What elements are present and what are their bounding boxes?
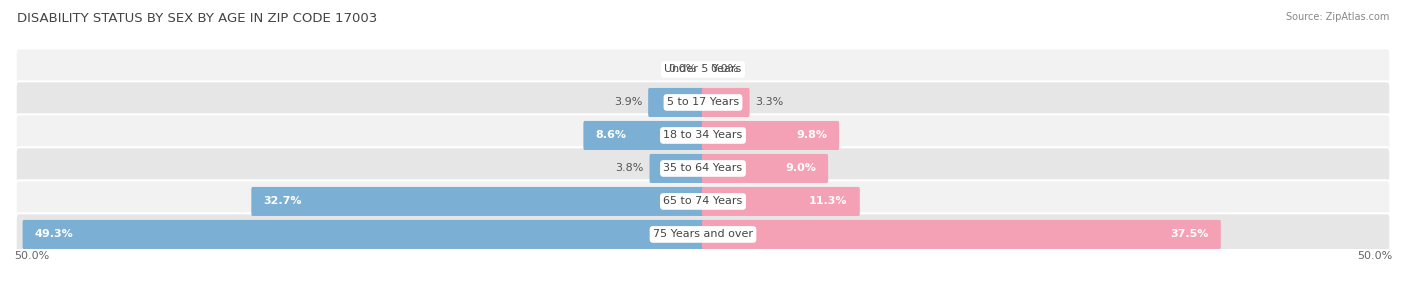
Text: Source: ZipAtlas.com: Source: ZipAtlas.com [1285, 12, 1389, 22]
FancyBboxPatch shape [252, 187, 704, 216]
Text: 9.8%: 9.8% [796, 130, 827, 140]
FancyBboxPatch shape [22, 220, 704, 249]
FancyBboxPatch shape [15, 147, 1391, 190]
Text: 3.8%: 3.8% [616, 164, 644, 174]
FancyBboxPatch shape [648, 88, 704, 117]
Text: DISABILITY STATUS BY SEX BY AGE IN ZIP CODE 17003: DISABILITY STATUS BY SEX BY AGE IN ZIP C… [17, 12, 377, 25]
Text: 49.3%: 49.3% [35, 230, 73, 240]
FancyBboxPatch shape [583, 121, 704, 150]
Text: 3.9%: 3.9% [614, 98, 643, 108]
Text: 75 Years and over: 75 Years and over [652, 230, 754, 240]
Text: 9.0%: 9.0% [785, 164, 815, 174]
Text: 18 to 34 Years: 18 to 34 Years [664, 130, 742, 140]
Text: 50.0%: 50.0% [1357, 251, 1392, 261]
FancyBboxPatch shape [15, 180, 1391, 223]
Text: 11.3%: 11.3% [810, 196, 848, 206]
Text: 65 to 74 Years: 65 to 74 Years [664, 196, 742, 206]
FancyBboxPatch shape [650, 154, 704, 183]
Text: Under 5 Years: Under 5 Years [665, 64, 741, 74]
FancyBboxPatch shape [702, 187, 860, 216]
Text: 0.0%: 0.0% [668, 64, 696, 74]
Text: 8.6%: 8.6% [596, 130, 627, 140]
Text: 5 to 17 Years: 5 to 17 Years [666, 98, 740, 108]
Text: 37.5%: 37.5% [1170, 230, 1209, 240]
FancyBboxPatch shape [702, 88, 749, 117]
Text: 32.7%: 32.7% [263, 196, 302, 206]
FancyBboxPatch shape [15, 81, 1391, 124]
Text: 50.0%: 50.0% [14, 251, 49, 261]
FancyBboxPatch shape [15, 114, 1391, 157]
FancyBboxPatch shape [702, 121, 839, 150]
FancyBboxPatch shape [702, 220, 1220, 249]
Text: 35 to 64 Years: 35 to 64 Years [664, 164, 742, 174]
Text: 3.3%: 3.3% [755, 98, 783, 108]
Text: 0.0%: 0.0% [710, 64, 738, 74]
FancyBboxPatch shape [15, 48, 1391, 91]
FancyBboxPatch shape [702, 154, 828, 183]
FancyBboxPatch shape [15, 213, 1391, 256]
